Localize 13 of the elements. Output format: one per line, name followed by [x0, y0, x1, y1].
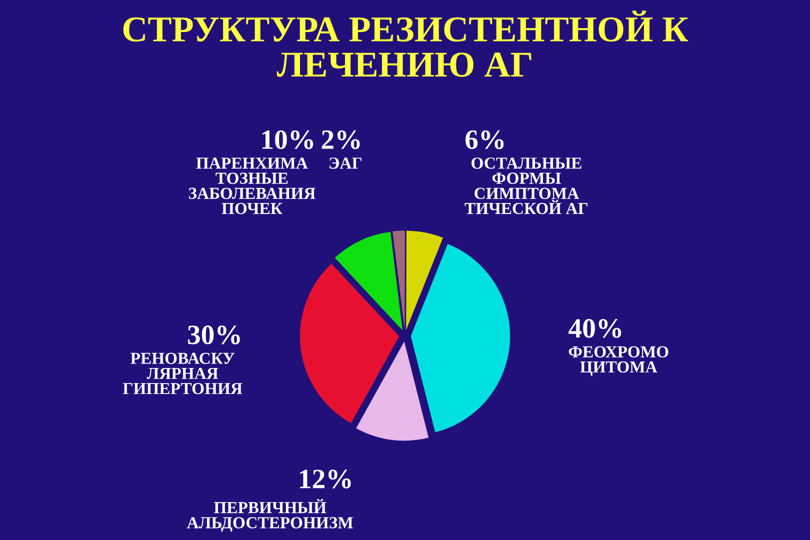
slice-label: ПЕРВИЧНЫЙ АЛЬДОСТЕРОНИЗМ	[186, 498, 353, 532]
data-label: 10%	[262, 130, 314, 150]
data-label: 40%	[568, 319, 622, 338]
data-label: 6%	[465, 130, 504, 150]
slice-label: ФЕОХРОМО ЦИТОМА	[568, 346, 668, 376]
slice-label: ОСТАЛЬНЫЕ ФОРМЫ СИМПТОМА ТИЧЕСКОЙ АГ	[464, 158, 588, 214]
data-label: 12%	[300, 470, 351, 488]
slice-label: РЕНОВАСКУ ЛЯРНАЯ ГИПЕРТОНИЯ	[122, 352, 242, 394]
data-label: 30%	[188, 326, 240, 344]
slice-label: ЭАГ	[330, 158, 362, 169]
slice-label: ПАРЕНХИМА ТОЗНЫЕ ЗАБОЛЕВАНИЯ ПОЧЕК	[188, 158, 316, 214]
data-label: 2%	[322, 130, 360, 150]
chart-title: СТРУКТУРА РЕЗИСТЕНТНОЙ К ЛЕЧЕНИЮ АГ	[123, 10, 688, 77]
